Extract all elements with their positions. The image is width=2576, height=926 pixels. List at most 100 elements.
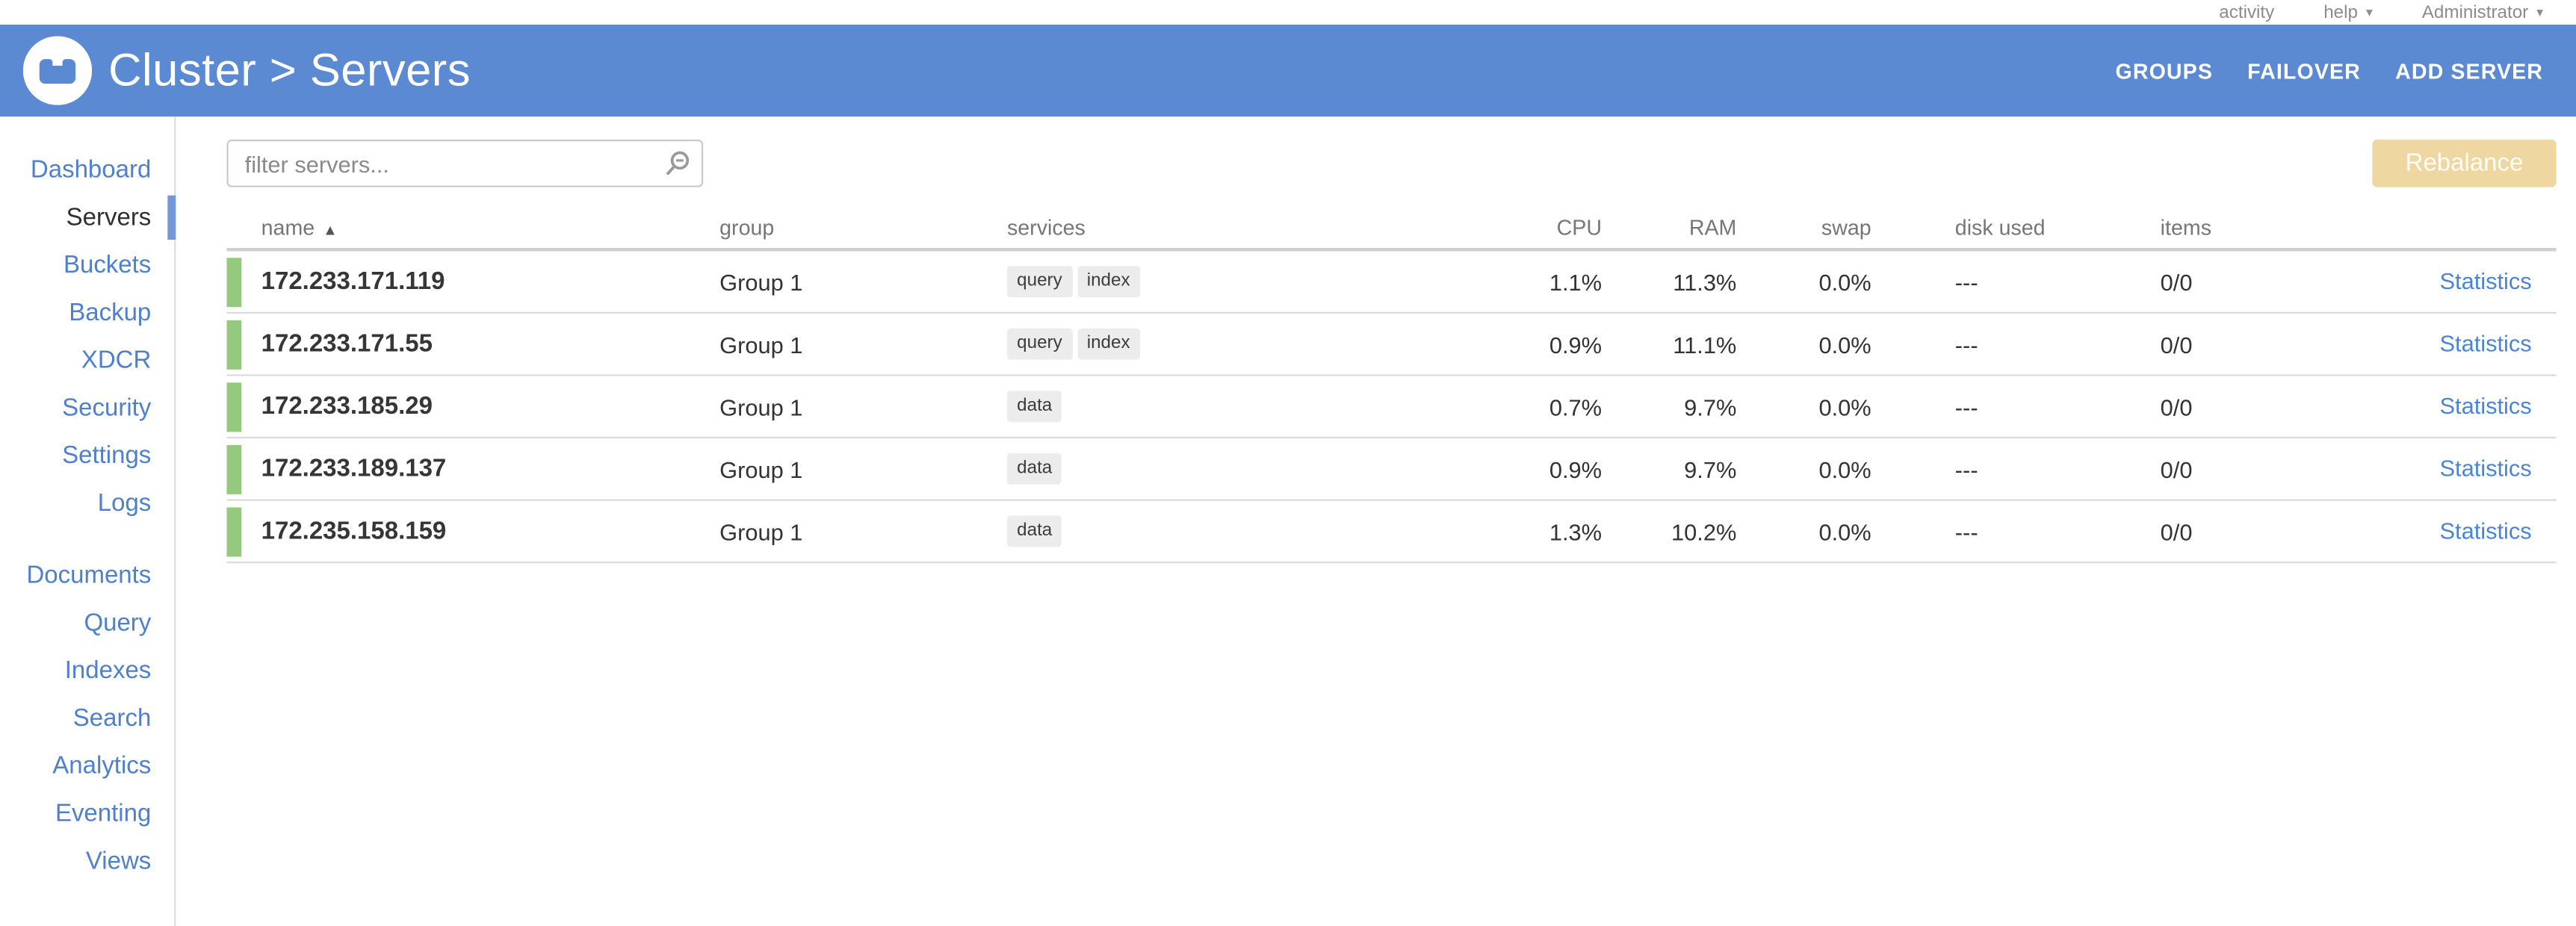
column-header-swap[interactable]: swap — [1821, 214, 1871, 239]
server-group: Group 1 — [719, 268, 803, 295]
service-badge: index — [1077, 328, 1140, 360]
items-value: 0/0 — [2160, 268, 2193, 295]
column-header-disk-used[interactable]: disk used — [1954, 214, 2046, 239]
swap-value: 0.0% — [1818, 518, 1871, 544]
cpu-value: 0.7% — [1549, 393, 1603, 420]
rebalance-button[interactable]: Rebalance — [2372, 139, 2557, 187]
sidebar: Dashboard Servers Buckets Backup XDCR Se… — [0, 116, 176, 926]
servers-toolbar: Rebalance — [226, 139, 2557, 187]
statistics-link[interactable]: Statistics — [2439, 329, 2532, 356]
server-name: 172.233.171.55 — [261, 329, 433, 358]
sidebar-primary-nav: Dashboard Servers Buckets Backup XDCR Se… — [0, 146, 176, 527]
user-label: Administrator — [2421, 2, 2529, 22]
cpu-value: 0.9% — [1549, 331, 1603, 358]
filter-servers-input[interactable] — [226, 139, 704, 187]
servers-table: name ▲ group services CPU RAM swap disk u… — [226, 205, 2557, 564]
statistics-cell: Statistics — [2306, 329, 2556, 359]
services-list: data — [1006, 515, 1467, 547]
page-title: Cluster > Servers — [108, 44, 471, 96]
service-badge: query — [1006, 328, 1072, 360]
server-group: Group 1 — [719, 331, 803, 358]
column-header-items[interactable]: items — [2160, 214, 2211, 239]
column-header-services[interactable]: services — [1006, 214, 1086, 239]
column-header-group[interactable]: group — [719, 214, 775, 239]
ram-value: 10.2% — [1671, 518, 1737, 544]
service-badge: index — [1077, 266, 1140, 298]
server-name: 172.233.171.119 — [261, 267, 445, 296]
status-healthy-bar — [226, 444, 242, 494]
user-menu[interactable]: Administrator ▾ — [2422, 2, 2543, 22]
server-row: 172.235.158.159 Group 1 data 1.3% 10.2% … — [226, 501, 2557, 564]
disk-used-value: --- — [1954, 268, 1978, 295]
swap-value: 0.0% — [1818, 456, 1871, 482]
sidebar-item-dashboard[interactable]: Dashboard — [30, 155, 152, 184]
column-header-name[interactable]: name ▲ — [243, 214, 719, 239]
page-body: Dashboard Servers Buckets Backup XDCR Se… — [0, 116, 2576, 926]
service-badge: data — [1006, 453, 1062, 485]
sidebar-item-logs[interactable]: Logs — [97, 489, 152, 518]
server-group: Group 1 — [719, 456, 803, 482]
ram-value: 11.1% — [1673, 331, 1737, 358]
disk-used-value: --- — [1954, 456, 1978, 482]
items-value: 0/0 — [2160, 456, 2193, 482]
activity-link[interactable]: activity — [2219, 2, 2274, 22]
disk-used-value: --- — [1954, 393, 1978, 420]
sidebar-item-search[interactable]: Search — [72, 704, 152, 733]
status-healthy-bar — [226, 257, 242, 307]
statistics-link[interactable]: Statistics — [2439, 391, 2532, 418]
brand: Cluster > Servers — [22, 13, 2116, 128]
sidebar-item-servers[interactable]: Servers — [0, 193, 176, 241]
statistics-link[interactable]: Statistics — [2439, 267, 2532, 293]
sidebar-item-query[interactable]: Query — [84, 609, 152, 638]
sidebar-item-backup[interactable]: Backup — [69, 299, 152, 327]
server-group: Group 1 — [719, 393, 803, 420]
items-value: 0/0 — [2160, 393, 2193, 420]
sidebar-item-xdcr[interactable]: XDCR — [81, 346, 152, 375]
statistics-cell: Statistics — [2306, 267, 2556, 296]
sort-asc-icon: ▲ — [323, 220, 338, 237]
sidebar-item-security[interactable]: Security — [62, 394, 152, 423]
server-group: Group 1 — [719, 518, 803, 544]
utility-bar: activity help ▾ Administrator ▾ — [0, 0, 2576, 25]
swap-value: 0.0% — [1818, 393, 1871, 420]
header-action-add-server[interactable]: ADD SERVER — [2395, 58, 2544, 84]
sidebar-item-views[interactable]: Views — [85, 847, 152, 876]
sidebar-item-indexes[interactable]: Indexes — [64, 656, 152, 685]
services-list: data — [1006, 453, 1467, 485]
chevron-down-icon: ▾ — [2365, 4, 2373, 19]
ram-value: 9.7% — [1684, 456, 1737, 482]
sidebar-item-analytics[interactable]: Analytics — [52, 752, 152, 780]
service-badge: query — [1006, 266, 1072, 298]
statistics-link[interactable]: Statistics — [2439, 454, 2532, 481]
sidebar-secondary-nav: Documents Query Indexes Search Analytics… — [0, 552, 174, 885]
cpu-value: 1.3% — [1549, 518, 1603, 544]
disk-used-value: --- — [1954, 518, 1978, 544]
statistics-link[interactable]: Statistics — [2439, 516, 2532, 543]
header-action-failover[interactable]: FAILOVER — [2247, 58, 2361, 84]
disk-used-value: --- — [1954, 331, 1978, 358]
sidebar-item-documents[interactable]: Documents — [26, 562, 152, 590]
server-row: 172.233.185.29 Group 1 data 0.7% 9.7% 0.… — [226, 376, 2557, 439]
header-actions: GROUPS FAILOVER ADD SERVER — [2115, 58, 2543, 83]
chevron-down-icon: ▾ — [2536, 4, 2544, 19]
server-row: 172.233.171.119 Group 1 query index 1.1% … — [226, 251, 2557, 314]
sidebar-item-settings[interactable]: Settings — [62, 441, 152, 470]
server-name: 172.233.189.137 — [261, 455, 447, 483]
services-list: query index — [1006, 328, 1467, 360]
column-header-ram[interactable]: RAM — [1688, 214, 1737, 239]
sidebar-item-eventing[interactable]: Eventing — [55, 799, 152, 828]
sidebar-item-buckets[interactable]: Buckets — [63, 251, 152, 279]
servers-panel: Rebalance name ▲ group services CPU RAM s… — [176, 116, 2576, 926]
column-label: name — [261, 214, 315, 239]
app-header: Cluster > Servers GROUPS FAILOVER ADD SE… — [0, 24, 2576, 117]
server-name: 172.235.158.159 — [261, 517, 447, 546]
header-action-groups[interactable]: GROUPS — [2115, 58, 2213, 84]
help-menu[interactable]: help ▾ — [2323, 2, 2373, 22]
swap-value: 0.0% — [1818, 268, 1871, 295]
activity-label: activity — [2219, 2, 2275, 22]
service-badge: data — [1006, 515, 1062, 547]
items-value: 0/0 — [2160, 518, 2193, 544]
column-header-cpu[interactable]: CPU — [1556, 214, 1603, 239]
search-icon — [666, 151, 690, 175]
cpu-value: 0.9% — [1549, 456, 1603, 482]
